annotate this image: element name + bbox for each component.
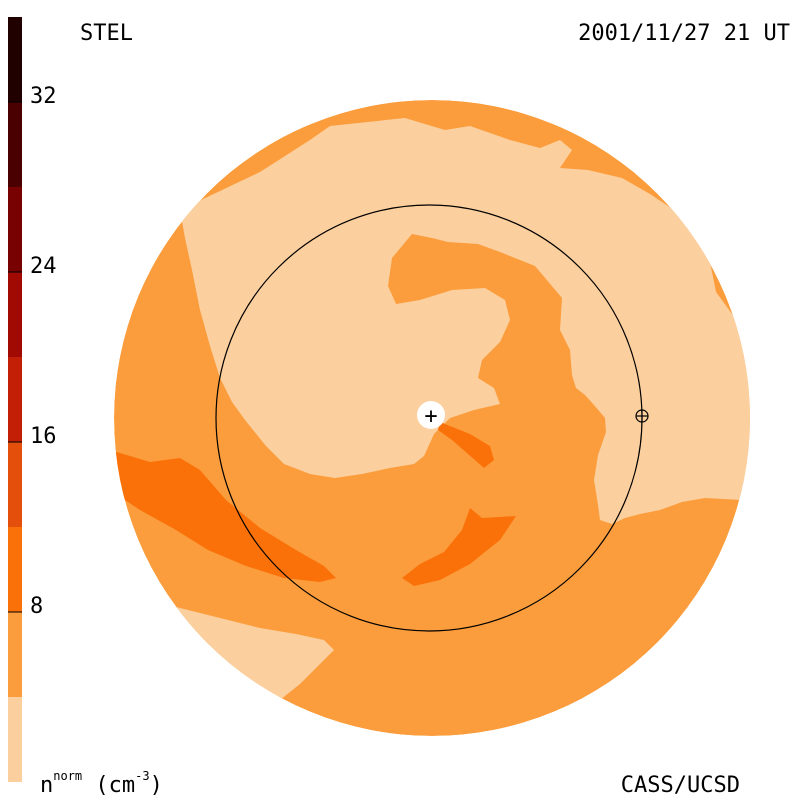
colorbar [8,17,22,782]
observatory-label: STEL [80,21,133,46]
colorbar-band [8,442,22,527]
colorbar-tick-label: 16 [30,424,57,449]
sun-marker: + [417,401,445,429]
institution-label: CASS/UCSD [621,773,740,798]
density-region-light [180,118,750,524]
sun-disk [417,401,445,429]
density-region-dark [438,422,494,468]
density-region-dark [402,508,516,586]
colorbar-tick-label: 24 [30,254,57,279]
density-region-dark [114,450,336,582]
colorbar-band [8,17,22,102]
earth-icon [635,409,649,423]
colorbar-band [8,527,22,612]
colorbar-band [8,272,22,357]
colorbar-band [8,357,22,442]
colorbar-tick-label: 32 [30,84,57,109]
colorbar-band [8,187,22,272]
colorbar-unit-label: nnorm (cm-3) [40,769,163,798]
sun-cross-symbol: + [424,404,437,429]
timestamp-label: 2001/11/27 21 UT [578,21,790,46]
colorbar-band [8,612,22,697]
colorbar-tick-label: 8 [30,594,43,619]
colorbar-band [8,102,22,187]
colorbar-ticks [8,101,22,613]
colorbar-band [8,697,22,782]
